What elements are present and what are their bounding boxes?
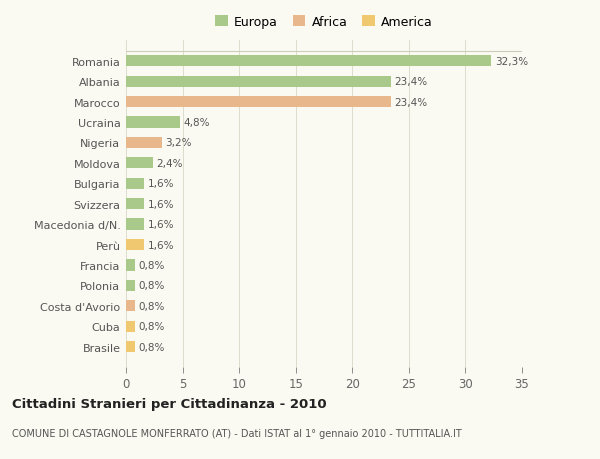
Text: 0,8%: 0,8%: [139, 342, 165, 352]
Bar: [126, 280, 135, 291]
Text: COMUNE DI CASTAGNOLE MONFERRATO (AT) - Dati ISTAT al 1° gennaio 2010 - TUTTITALI: COMUNE DI CASTAGNOLE MONFERRATO (AT) - D…: [12, 428, 462, 438]
Bar: [126, 219, 144, 230]
Bar: [126, 321, 135, 332]
Bar: [126, 117, 181, 129]
Text: Cittadini Stranieri per Cittadinanza - 2010: Cittadini Stranieri per Cittadinanza - 2…: [12, 397, 326, 410]
Text: 0,8%: 0,8%: [139, 260, 165, 270]
Text: 1,6%: 1,6%: [148, 219, 174, 230]
Text: 1,6%: 1,6%: [148, 240, 174, 250]
Text: 3,2%: 3,2%: [166, 138, 192, 148]
Legend: Europa, Africa, America: Europa, Africa, America: [215, 16, 433, 28]
Bar: [126, 158, 153, 169]
Text: 0,8%: 0,8%: [139, 321, 165, 331]
Text: 1,6%: 1,6%: [148, 179, 174, 189]
Text: 0,8%: 0,8%: [139, 281, 165, 291]
Text: 4,8%: 4,8%: [184, 118, 210, 128]
Bar: [126, 240, 144, 251]
Bar: [126, 341, 135, 353]
Bar: [126, 178, 144, 190]
Text: 2,4%: 2,4%: [157, 158, 183, 168]
Bar: [126, 260, 135, 271]
Text: 0,8%: 0,8%: [139, 301, 165, 311]
Text: 32,3%: 32,3%: [495, 57, 528, 67]
Bar: [126, 301, 135, 312]
Text: 23,4%: 23,4%: [394, 97, 427, 107]
Bar: [126, 56, 491, 67]
Bar: [126, 77, 391, 88]
Bar: [126, 138, 162, 149]
Bar: [126, 199, 144, 210]
Bar: [126, 97, 391, 108]
Text: 1,6%: 1,6%: [148, 199, 174, 209]
Text: 23,4%: 23,4%: [394, 77, 427, 87]
